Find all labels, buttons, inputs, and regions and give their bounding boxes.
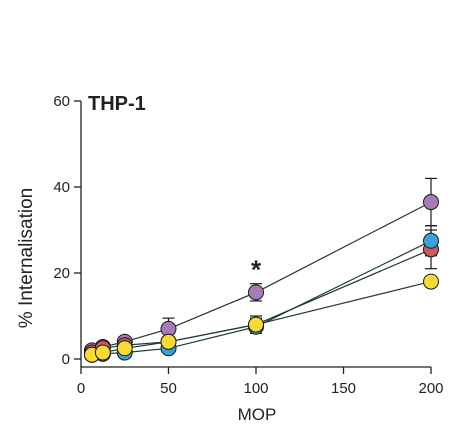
data-point [423,273,439,290]
data-point [423,194,439,211]
data-point [160,333,177,350]
data-point [116,340,133,357]
chart-title: THP-1 [88,93,146,115]
data-point [248,316,264,333]
y-tick-label: 40 [53,179,70,196]
y-tick-label: 0 [62,351,70,368]
x-tick-label: 200 [418,380,443,397]
x-tick-label: 50 [160,380,177,397]
y-tick-label: 60 [53,93,70,110]
y-axis-label: % Internalisation [16,188,37,328]
x-axis-label: MOP [238,405,277,424]
significance-marker: * [251,255,262,285]
data-point [94,344,111,361]
data-point [423,232,439,249]
data-point [248,284,264,301]
x-tick-label: 100 [243,380,268,397]
y-tick-label: 20 [53,265,70,282]
x-tick-label: 150 [331,380,356,397]
x-tick-label: 0 [77,380,85,397]
